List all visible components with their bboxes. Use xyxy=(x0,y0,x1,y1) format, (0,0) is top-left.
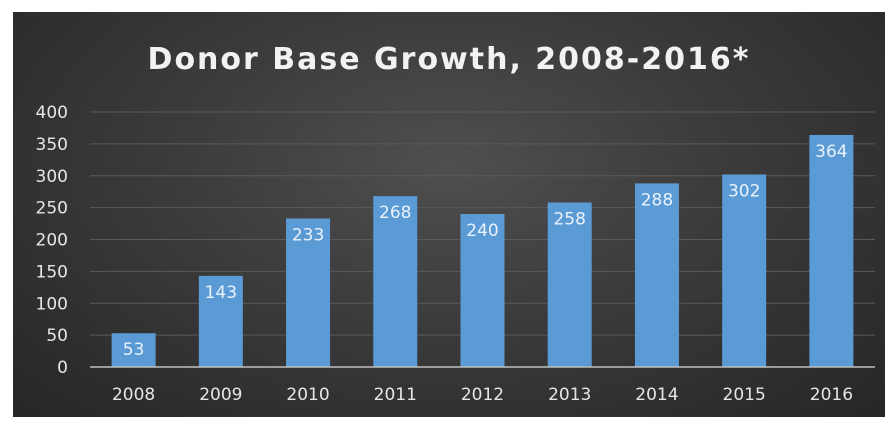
bar-2012 xyxy=(460,214,505,367)
data-label: 364 xyxy=(815,142,847,162)
y-tick-label: 100 xyxy=(36,294,68,314)
bar-2014 xyxy=(634,183,679,367)
chart-plot-area: 0 50 100 150 200 250 300 350 400 53 2008 143 2009 233… xyxy=(36,103,875,405)
x-tick-label: 2012 xyxy=(461,385,504,405)
y-tick-label: 150 xyxy=(36,262,68,282)
data-label: 53 xyxy=(123,340,145,360)
data-label: 268 xyxy=(379,203,411,223)
data-label: 240 xyxy=(466,221,498,241)
bar-2008 xyxy=(111,333,156,367)
x-tick-label: 2016 xyxy=(810,385,853,405)
y-tick-label: 200 xyxy=(36,231,68,251)
bars xyxy=(111,134,854,367)
y-tick-label: 300 xyxy=(36,167,68,187)
y-tick-label: 50 xyxy=(46,326,68,346)
y-tick-label: 400 xyxy=(36,103,68,123)
x-tick-label: 2015 xyxy=(723,385,766,405)
x-tick-label: 2008 xyxy=(112,385,155,405)
bar-2016 xyxy=(809,134,854,367)
x-tick-label: 2009 xyxy=(199,385,242,405)
x-tick-label: 2013 xyxy=(548,385,591,405)
bar-2009 xyxy=(198,275,243,367)
bar-2011 xyxy=(373,196,418,367)
chart-frame: Donor Base Growth, 2008-2016* 0 50 100 150 2… xyxy=(13,12,885,417)
bar-2015 xyxy=(722,174,767,367)
labels: 0 50 100 150 200 250 300 350 400 53 2008 143 2009 233… xyxy=(36,103,853,405)
data-label: 302 xyxy=(728,181,760,201)
y-tick-label: 250 xyxy=(36,199,68,219)
data-label: 233 xyxy=(292,225,324,245)
data-label: 143 xyxy=(205,283,237,303)
data-label: 258 xyxy=(553,210,585,230)
data-label: 288 xyxy=(641,190,673,210)
x-tick-label: 2011 xyxy=(374,385,417,405)
bar-2010 xyxy=(286,218,331,367)
x-tick-label: 2014 xyxy=(635,385,678,405)
y-tick-label: 350 xyxy=(36,135,68,155)
y-tick-label: 0 xyxy=(57,358,68,378)
chart-title: Donor Base Growth, 2008-2016* xyxy=(147,42,751,77)
x-tick-label: 2010 xyxy=(286,385,329,405)
bar-2013 xyxy=(547,202,592,367)
